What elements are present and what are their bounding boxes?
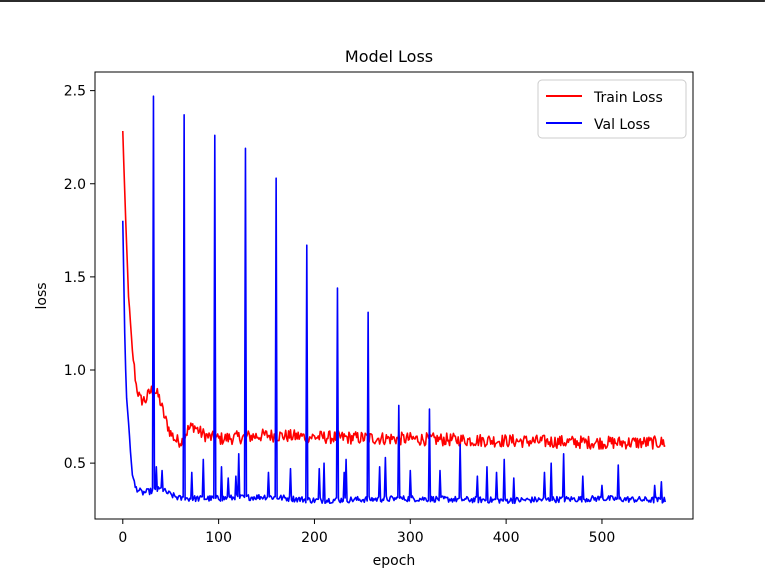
chart-title: Model Loss: [345, 47, 433, 66]
legend: Train Loss Val Loss: [538, 80, 686, 138]
legend-label-val-loss: Val Loss: [594, 117, 650, 133]
loss-chart: Model Loss 0 100 200 300 400 500 0.5 1.0 1.5 2.0…: [0, 2, 765, 584]
x-tick-label: 400: [493, 530, 520, 546]
y-axis-label: loss: [34, 282, 50, 309]
y-tick-label: 1.0: [64, 363, 86, 379]
y-tick-label: 1.5: [64, 270, 86, 286]
y-tick-label: 2.5: [64, 84, 86, 100]
y-tick-label: 0.5: [64, 456, 86, 472]
x-tick-label: 200: [301, 530, 328, 546]
x-tick-label: 300: [397, 530, 424, 546]
legend-label-train-loss: Train Loss: [593, 90, 663, 106]
x-tick-label: 500: [589, 530, 616, 546]
x-tick-label: 100: [205, 530, 232, 546]
y-tick-label: 2.0: [64, 177, 86, 193]
x-tick-label: 0: [118, 530, 127, 546]
figure-frame: Model Loss 0 100 200 300 400 500 0.5 1.0 1.5 2.0…: [0, 0, 765, 582]
x-axis-label: epoch: [373, 553, 416, 569]
